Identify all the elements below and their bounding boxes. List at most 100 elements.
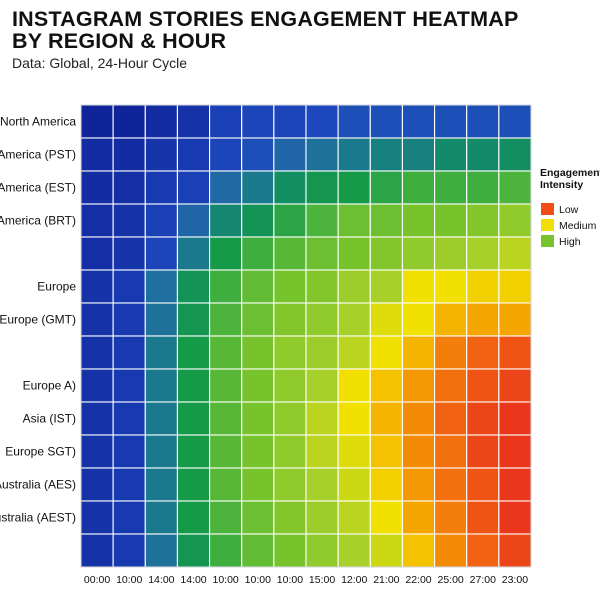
heatmap-cell [466, 401, 500, 436]
heatmap-cell [273, 500, 307, 535]
heatmap-cell [273, 236, 307, 271]
heatmap-cell [369, 269, 403, 304]
heatmap-cell [305, 302, 339, 337]
heatmap-cell [498, 401, 532, 436]
heatmap-cell [466, 467, 500, 502]
heatmap-cell [241, 236, 275, 271]
heatmap-cell [273, 269, 307, 304]
heatmap-cell [176, 467, 211, 502]
heatmap-cell [401, 137, 436, 172]
heatmap-cell [305, 434, 339, 469]
heatmap-cell [112, 434, 146, 469]
heatmap-cell [209, 302, 243, 337]
heatmap-cell [112, 137, 146, 172]
heatmap-cell [337, 533, 371, 568]
heatmap-cell [337, 137, 371, 172]
heatmap-cell [401, 302, 436, 337]
row-label: Europe [37, 280, 76, 294]
heatmap-cell [369, 467, 403, 502]
heatmap-cell [241, 137, 275, 172]
heatmap-cell [112, 170, 146, 205]
legend-title: Engagement [540, 167, 600, 179]
heatmap-cell [337, 269, 371, 304]
heatmap-cell [241, 335, 275, 370]
heatmap-cell [434, 467, 468, 502]
heatmap-cell [144, 302, 178, 337]
heatmap-cell [144, 368, 178, 403]
heatmap-cell [434, 434, 468, 469]
heatmap-cell [273, 104, 307, 139]
heatmap-cell [401, 401, 436, 436]
heatmap-cell [241, 170, 275, 205]
heatmap-cell [434, 500, 468, 535]
heatmap-cell [273, 170, 307, 205]
heatmap-cell [401, 203, 436, 238]
heatmap-cell [369, 335, 403, 370]
heatmap-cell [112, 500, 146, 535]
heatmap-cell [337, 467, 371, 502]
x-tick-label: 14:00 [180, 574, 206, 586]
heatmap-cell [209, 269, 243, 304]
heatmap-cell [498, 137, 532, 172]
heatmap-cell [305, 203, 339, 238]
heatmap-cell [176, 335, 211, 370]
heatmap-cell [80, 533, 114, 568]
heatmap-cell [209, 467, 243, 502]
heatmap-cell [112, 401, 146, 436]
heatmap-cell [466, 170, 500, 205]
x-tick-label: 21:00 [373, 574, 399, 586]
heatmap-cell [434, 104, 468, 139]
heatmap-cell [337, 236, 371, 271]
heatmap-cell [305, 533, 339, 568]
heatmap-cell [80, 269, 114, 304]
heatmap-cell [466, 368, 500, 403]
heatmap-cell [498, 236, 532, 271]
heatmap-cell [241, 500, 275, 535]
heatmap-cell [498, 533, 532, 568]
heatmap-cell [241, 533, 275, 568]
row-label: America (EST) [0, 181, 76, 195]
heatmap-border [80, 104, 532, 568]
heatmap-cell [305, 236, 339, 271]
heatmap-cell [273, 302, 307, 337]
heatmap-cell [112, 335, 146, 370]
heatmap-cell [434, 335, 468, 370]
heatmap-cell [209, 335, 243, 370]
heatmap-cell [80, 500, 114, 535]
heatmap-cell [112, 533, 146, 568]
heatmap-cell [498, 302, 532, 337]
heatmap-cell [401, 434, 436, 469]
heatmap-cell [273, 401, 307, 436]
x-tick-label: 10:00 [245, 574, 271, 586]
heatmap-cell [305, 104, 339, 139]
heatmap-cell [305, 368, 339, 403]
heatmap-cell [80, 401, 114, 436]
heatmap-cell [273, 467, 307, 502]
heatmap-cell [466, 500, 500, 535]
legend-item-label: High [559, 236, 581, 248]
heatmap-cell [273, 434, 307, 469]
heatmap-cell [369, 368, 403, 403]
x-tick-label: 12:00 [341, 574, 367, 586]
heatmap-cell [176, 269, 211, 304]
chart-title-line-2: BY REGION & HOUR [12, 29, 227, 53]
heatmap-cell [434, 203, 468, 238]
x-tick-label: 00:00 [84, 574, 110, 586]
heatmap-cell [209, 533, 243, 568]
x-tick-label: 15:00 [309, 574, 335, 586]
heatmap-cell [209, 203, 243, 238]
heatmap-cell [176, 170, 211, 205]
heatmap-cell [305, 401, 339, 436]
heatmap-cell [466, 269, 500, 304]
heatmap-cell [80, 203, 114, 238]
heatmap-cell [273, 335, 307, 370]
x-tick-label: 22:00 [405, 574, 431, 586]
heatmap-cell [176, 533, 211, 568]
heatmap-cell [112, 104, 146, 139]
heatmap-cell [241, 269, 275, 304]
heatmap-cell [498, 434, 532, 469]
heatmap-cell [176, 203, 211, 238]
heatmap-cell [144, 170, 178, 205]
heatmap-cell [144, 335, 178, 370]
heatmap-cell [401, 170, 436, 205]
